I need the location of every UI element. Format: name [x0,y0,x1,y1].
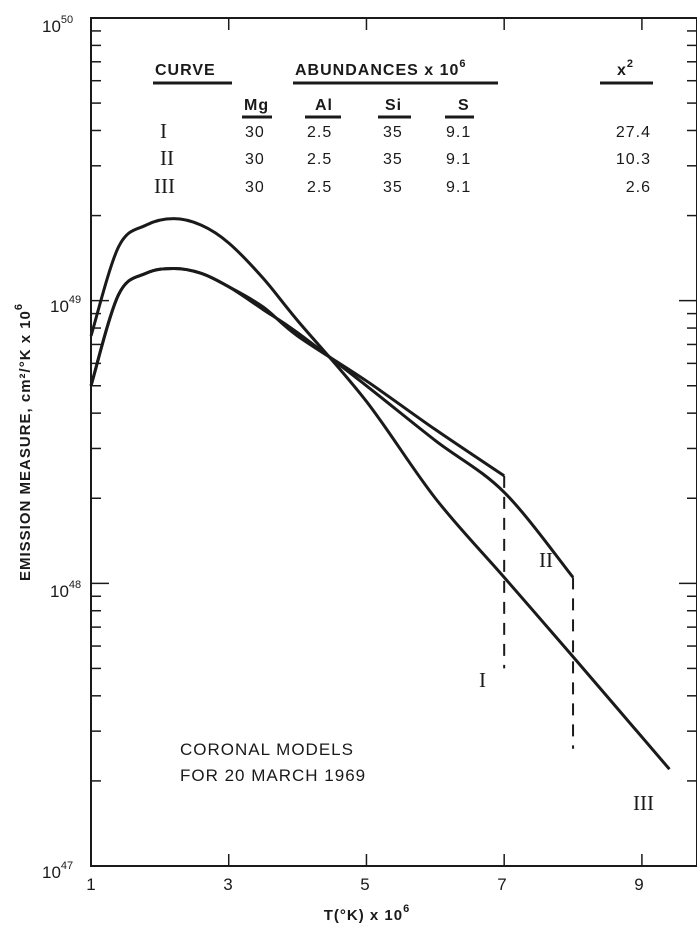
table-cell-s: 9.1 [446,124,471,141]
x-tick-label: 5 [360,875,369,894]
table-cell-mg: 30 [245,124,265,141]
table-subheader-s: S [458,97,470,114]
plot-frame [90,17,697,867]
curve-label-ii: II [539,548,553,572]
table-row: I 30 2.5 35 9.1 27.4 [160,119,651,143]
table-header-abundances: ABUNDANCES x 106 [295,58,467,79]
x-tick-label: 1 [86,875,95,894]
y-tick-label: 1047 [42,860,73,882]
curve-label-i: I [479,668,486,692]
annotation-line-2: FOR 20 MARCH 1969 [180,766,366,785]
table-cell-si: 35 [383,124,403,141]
table-cell-si: 35 [383,179,403,196]
y-tick-labels: 1050 1049 1048 1047 [42,14,81,882]
table-cell-mg: 30 [245,151,265,168]
table-row: II 30 2.5 35 9.1 10.3 [160,146,651,170]
table-cell-curve: II [160,146,174,170]
x-tick-label: 3 [223,875,232,894]
abundance-table: CURVE ABUNDANCES x 106 x2 Mg Al Si S I 3… [153,58,653,198]
table-subheader-al: Al [315,97,333,114]
y-tick-label: 1049 [50,294,81,316]
table-cell-s: 9.1 [446,151,471,168]
table-header-curve: CURVE [155,62,216,79]
table-cell-chi: 2.6 [626,179,651,196]
table-header-chi: x2 [617,58,634,79]
x-axis-title: T(°K) x 106 [324,903,410,924]
table-cell-al: 2.5 [307,179,332,196]
table-cell-s: 9.1 [446,179,471,196]
x-tick-label: 9 [634,875,643,894]
annotation-line-1: CORONAL MODELS [180,740,354,759]
table-subheader-mg: Mg [244,97,269,114]
table-row: III 30 2.5 35 9.1 2.6 [154,174,651,198]
x-tick-labels: 1 3 5 7 9 [86,875,643,894]
table-cell-curve: I [160,119,167,143]
axis-ticks [90,18,697,867]
table-cell-chi: 27.4 [616,124,651,141]
table-cell-chi: 10.3 [616,151,651,168]
y-tick-label: 1048 [50,579,81,601]
table-cell-si: 35 [383,151,403,168]
table-cell-mg: 30 [245,179,265,196]
series-line-iii [89,266,506,478]
table-cell-al: 2.5 [307,124,332,141]
table-subheader-si: Si [385,97,402,114]
series-line-i [89,217,671,771]
x-tick-label: 7 [497,875,506,894]
drop-lines [503,475,575,749]
y-tick-label: 1050 [42,14,73,36]
table-cell-curve: III [154,174,175,198]
y-axis-title: EMISSION MEASURE, cm²/°K x 106 [13,303,34,581]
curve-label-iii: III [633,791,654,815]
table-cell-al: 2.5 [307,151,332,168]
series-lines [89,217,671,771]
